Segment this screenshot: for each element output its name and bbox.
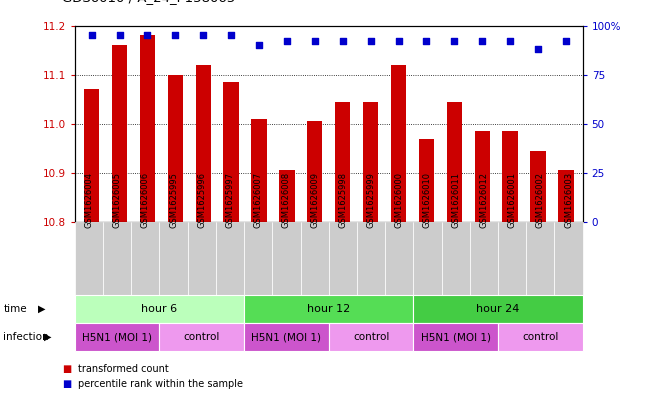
- Bar: [475, 131, 490, 222]
- Text: ▶: ▶: [38, 304, 46, 314]
- Point: [142, 32, 152, 39]
- Point: [449, 38, 460, 44]
- Text: ■: ■: [62, 364, 71, 374]
- Text: ▶: ▶: [44, 332, 52, 342]
- Point: [421, 38, 432, 44]
- Text: GSM1626010: GSM1626010: [423, 172, 432, 228]
- Point: [505, 38, 516, 44]
- Text: transformed count: transformed count: [78, 364, 169, 374]
- Bar: [307, 121, 322, 222]
- Bar: [223, 82, 239, 222]
- Text: control: control: [353, 332, 389, 342]
- Bar: [279, 171, 294, 222]
- Text: GSM1626009: GSM1626009: [310, 172, 319, 228]
- Bar: [503, 131, 518, 222]
- Bar: [419, 138, 434, 222]
- Text: hour 6: hour 6: [141, 304, 178, 314]
- Text: control: control: [522, 332, 559, 342]
- Text: GSM1626008: GSM1626008: [282, 172, 291, 228]
- Text: GSM1626001: GSM1626001: [508, 172, 517, 228]
- Bar: [558, 171, 574, 222]
- Text: GSM1626011: GSM1626011: [451, 172, 460, 228]
- Point: [282, 38, 292, 44]
- Text: H5N1 (MOI 1): H5N1 (MOI 1): [251, 332, 322, 342]
- Text: GSM1625998: GSM1625998: [339, 172, 348, 228]
- Point: [310, 38, 320, 44]
- Text: GDS6010 / A_24_P158065: GDS6010 / A_24_P158065: [62, 0, 235, 4]
- Text: GSM1625997: GSM1625997: [225, 172, 234, 228]
- Point: [87, 32, 97, 39]
- Text: GSM1626000: GSM1626000: [395, 172, 404, 228]
- Point: [115, 32, 125, 39]
- Text: GSM1626004: GSM1626004: [85, 172, 94, 228]
- Text: GSM1625999: GSM1625999: [367, 172, 376, 228]
- Bar: [112, 45, 127, 222]
- Point: [337, 38, 348, 44]
- Bar: [531, 151, 546, 222]
- Text: GSM1625996: GSM1625996: [197, 172, 206, 228]
- Point: [365, 38, 376, 44]
- Text: GSM1625995: GSM1625995: [169, 172, 178, 228]
- Point: [226, 32, 236, 39]
- Bar: [84, 89, 99, 222]
- Text: GSM1626012: GSM1626012: [479, 172, 488, 228]
- Text: GSM1626007: GSM1626007: [254, 172, 263, 228]
- Bar: [168, 75, 183, 222]
- Text: percentile rank within the sample: percentile rank within the sample: [78, 379, 243, 389]
- Bar: [363, 102, 378, 222]
- Bar: [447, 102, 462, 222]
- Text: hour 12: hour 12: [307, 304, 350, 314]
- Text: H5N1 (MOI 1): H5N1 (MOI 1): [421, 332, 491, 342]
- Point: [254, 42, 264, 48]
- Bar: [140, 35, 155, 222]
- Text: GSM1626003: GSM1626003: [564, 172, 573, 228]
- Text: infection: infection: [3, 332, 49, 342]
- Text: GSM1626005: GSM1626005: [113, 172, 122, 228]
- Text: hour 24: hour 24: [477, 304, 519, 314]
- Text: H5N1 (MOI 1): H5N1 (MOI 1): [82, 332, 152, 342]
- Text: control: control: [184, 332, 220, 342]
- Point: [393, 38, 404, 44]
- Bar: [195, 65, 211, 222]
- Text: GSM1626002: GSM1626002: [536, 172, 545, 228]
- Point: [477, 38, 488, 44]
- Bar: [391, 65, 406, 222]
- Point: [561, 38, 571, 44]
- Text: ■: ■: [62, 379, 71, 389]
- Text: GSM1626006: GSM1626006: [141, 172, 150, 228]
- Bar: [335, 102, 350, 222]
- Bar: [251, 119, 267, 222]
- Point: [198, 32, 208, 39]
- Text: time: time: [3, 304, 27, 314]
- Point: [533, 46, 543, 52]
- Point: [170, 32, 180, 39]
